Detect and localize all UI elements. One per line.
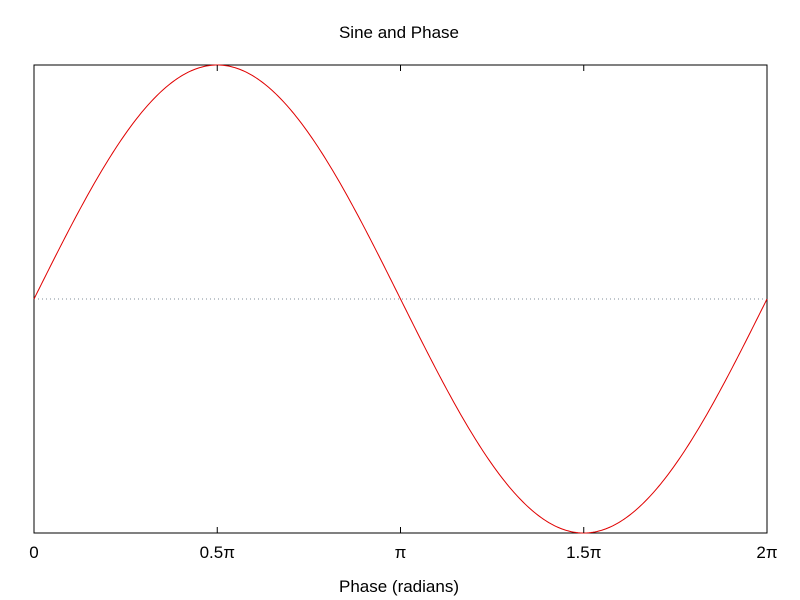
tick-marks-group [33,65,768,533]
x-tick-label: 0.5π [200,543,235,562]
x-tick-label: 0 [29,543,38,562]
x-tick-label: 2π [756,543,777,562]
x-axis-label: Phase (radians) [339,577,459,596]
sine-series-line [33,64,768,534]
chart-title: Sine and Phase [339,23,459,42]
plot-area [33,64,768,534]
series-group [33,64,768,534]
x-tick-label: π [395,543,407,562]
x-tick-labels-group: 0 0.5π π 1.5π 2π [29,543,777,562]
x-tick-label: 1.5π [566,543,601,562]
